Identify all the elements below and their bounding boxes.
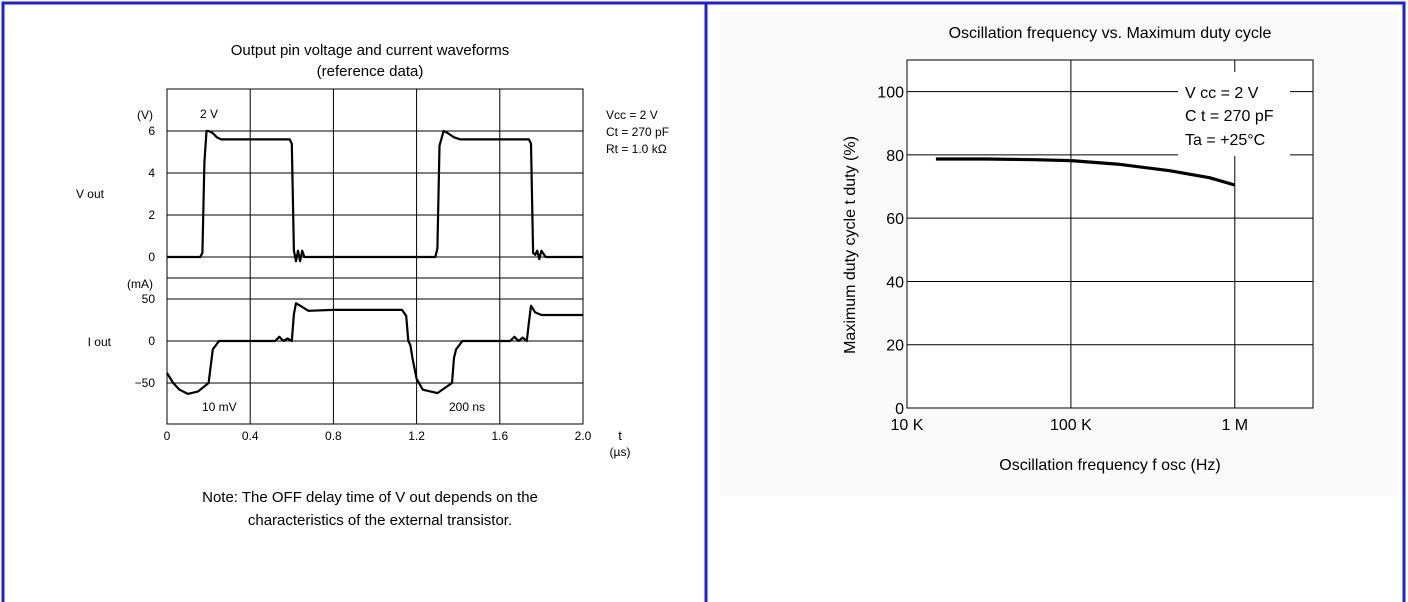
duty-y-tick-label: 60 — [886, 211, 904, 228]
duty-chart-title: Oscillation frequency vs. Maximum duty c… — [949, 25, 1272, 42]
waveform-x-tick-label: 1.2 — [408, 429, 425, 443]
waveform-chart: Output pin voltage and current waveforms… — [76, 42, 669, 529]
duty-y-tick-label: 80 — [886, 148, 904, 165]
waveform-y-tick-label: 0 — [148, 334, 155, 348]
waveform-note-line-2: characteristics of the external transist… — [248, 512, 512, 529]
waveform-condition-ct: Ct = 270 pF — [606, 125, 669, 139]
waveform-y-tick-label: 2 — [148, 208, 155, 222]
duty-cycle-line — [935, 157, 1236, 187]
waveform-x-tick-label: 1.6 — [491, 429, 508, 443]
vout-channel-label: V out — [76, 187, 105, 201]
duty-x-tick-label: 10 K — [891, 417, 924, 434]
waveform-condition-vcc: Vcc = 2 V — [606, 108, 658, 122]
waveform-subtitle: (reference data) — [317, 63, 424, 80]
duty-y-tick-label: 40 — [886, 274, 904, 291]
waveform-title: Output pin voltage and current waveforms — [231, 42, 509, 59]
vout-scale-label: 2 V — [200, 107, 218, 121]
duty-chart-conditions: V cc = 2 V C t = 270 pF Ta = +25°C — [1178, 72, 1290, 156]
waveform-x-axis-unit: (µs) — [610, 445, 631, 459]
duty-y-tick-label: 0 — [895, 401, 904, 418]
waveform-x-tick-label: 0 — [164, 429, 171, 443]
duty-x-tick-label: 1 M — [1221, 417, 1248, 434]
time-scale-label: 200 ns — [449, 400, 485, 414]
waveform-y-tick-label: −50 — [135, 376, 156, 390]
iout-scale-label: 10 mV — [202, 400, 237, 414]
vout-unit-label: (V) — [137, 108, 153, 122]
duty-cycle-chart: Oscillation frequency vs. Maximum duty c… — [720, 12, 1398, 496]
iout-channel-label: I out — [88, 335, 112, 349]
duty-chart-y-axis-label: Maximum duty cycle t duty (%) — [842, 136, 859, 354]
duty-condition-ct: C t = 270 pF — [1185, 108, 1274, 125]
waveform-y-tick-label: 50 — [142, 292, 156, 306]
iout-unit-label: (mA) — [127, 277, 153, 291]
waveform-x-axis-label: t — [618, 428, 622, 443]
iout-waveform-line — [166, 302, 583, 395]
waveform-note-line-1: Note: The OFF delay time of V out depend… — [202, 489, 538, 506]
duty-y-tick-label: 100 — [877, 85, 904, 102]
waveform-x-tick-label: 2.0 — [575, 429, 592, 443]
duty-chart-x-axis-label: Oscillation frequency f osc (Hz) — [999, 457, 1220, 474]
waveform-traces — [166, 129, 583, 395]
duty-condition-ta: Ta = +25°C — [1185, 132, 1265, 149]
conditions-backdrop — [1178, 72, 1290, 156]
duty-x-tick-label: 100 K — [1050, 417, 1092, 434]
vout-waveform-line — [167, 129, 583, 263]
waveform-x-tick-label: 0.4 — [242, 429, 259, 443]
waveform-y-tick-label: 6 — [148, 124, 155, 138]
waveform-y-tick-label: 0 — [148, 250, 155, 264]
duty-chart-traces — [935, 157, 1236, 187]
waveform-y-tick-label: 4 — [148, 166, 155, 180]
right-panel-border — [704, 1, 1406, 602]
duty-y-tick-label: 20 — [886, 338, 904, 355]
waveform-condition-rt: Rt = 1.0 kΩ — [606, 142, 667, 156]
waveform-x-tick-label: 0.8 — [325, 429, 342, 443]
duty-condition-vcc: V cc = 2 V — [1185, 85, 1259, 102]
